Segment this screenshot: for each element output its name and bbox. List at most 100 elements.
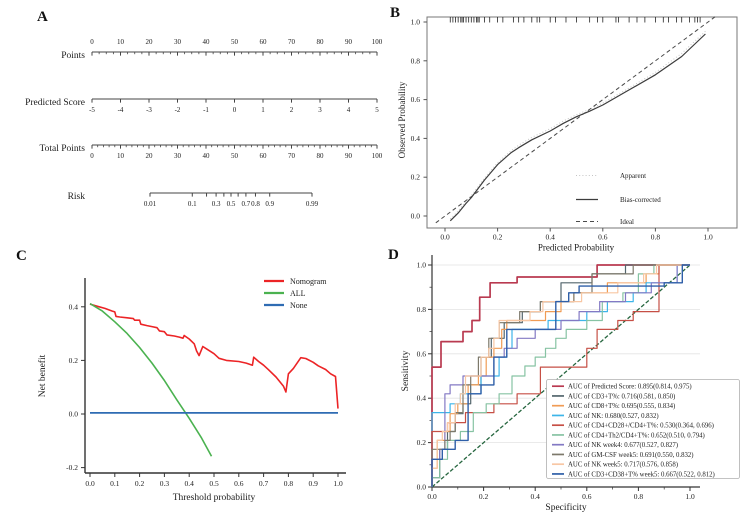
x-tick-label: 0.5: [209, 479, 219, 488]
nomogram-axis-total-points: Total Points 0 10 20 30 40 50 60 70 80 90 100: [39, 144, 382, 160]
y-axis-title: Sensitivity: [401, 350, 411, 391]
y-tick-label: 0.8: [411, 56, 421, 65]
y-tick-label: 1.0: [411, 18, 421, 27]
y-tick-label: 0.2: [411, 173, 421, 182]
panel-c-label: C: [16, 248, 27, 264]
scale-tick-label: 0.8: [251, 200, 260, 208]
scale-tick-label: -3: [146, 106, 152, 114]
y-tick-label: 0.4: [411, 134, 421, 143]
scale-name: Points: [61, 51, 85, 61]
roc-curve-nk-week5: [431, 264, 690, 487]
scale-tick-label: 0.9: [265, 200, 274, 208]
x-axis-title: Specificity: [545, 502, 586, 513]
scale-tick-label: 80: [317, 38, 325, 46]
x-tick-label: 0.0: [427, 492, 437, 501]
scale-tick-label: 80: [317, 152, 325, 160]
legend-label-apparent: Apparent: [620, 172, 646, 180]
scale-name: Predicted Score: [25, 98, 85, 108]
roc-legend-box: [546, 379, 740, 479]
scale-name: Total Points: [39, 144, 85, 154]
x-tick-label: 0.4: [185, 479, 195, 488]
roc-curve-cd3-cd38-t-week5: [431, 264, 690, 487]
calibration-series-bias-corrected: [449, 33, 706, 222]
nomogram-axis-predicted-score: Predicted Score -5 -4 -3 -2 -1 0 1 2 3 4 5: [25, 98, 379, 114]
legend-label-nk-week5: AUC of NK week5: 0.717(0.576, 0.858): [568, 462, 678, 469]
x-tick-label: 1.0: [685, 492, 695, 501]
nomogram-axis-points: Points 0 10 20 30 40 50 60 70 80 90 100: [61, 38, 383, 61]
y-tick-label: 0.6: [411, 95, 421, 104]
calibration-chart: 0.0 0.2 0.4 0.6 0.8 1.0 0.0 0.2 0.4 0.6 0.8 1.0 Pred…: [397, 15, 738, 253]
y-tick-label: 0.0: [417, 483, 427, 492]
scale-tick-label: 20: [146, 38, 154, 46]
scale-tick-label: 20: [146, 152, 154, 160]
scale-name: Risk: [68, 192, 86, 202]
x-tick-label: 0.2: [479, 492, 489, 501]
legend-label-ideal: Ideal: [620, 218, 634, 226]
nomogram-axis-risk: Risk 0.01 0.1 0.3 0.5 0.7 0.8 0.9 0.99: [68, 192, 319, 208]
x-tick-label: 0.0: [440, 233, 450, 242]
scale-tick-label: 100: [372, 152, 383, 160]
legend-label-none: None: [290, 301, 308, 310]
legend-label-predicted-score: AUC of Predicted Score: 0.895(0.814, 0.9…: [568, 384, 692, 391]
y-tick-label: 0.2: [417, 438, 427, 447]
legend-label-nk-week4: AUC of NK week4: 0.677(0.527, 0.827): [568, 442, 678, 449]
dca-chart: 0.0 0.1 0.2 0.3 0.4 0.5 0.6 0.7 0.8 0.9 1.0 -0.2 0.0…: [37, 277, 346, 503]
scale-tick-label: 0: [90, 152, 94, 160]
scale-tick-label: 0.7: [242, 200, 251, 208]
panel-d-label: D: [388, 247, 399, 263]
x-tick-label: 1.0: [703, 233, 713, 242]
legend-label-cd8-t: AUC of CD8+T%: 0.695(0.555, 0.834): [568, 403, 675, 410]
scale-tick-label: 4: [347, 106, 351, 114]
scale-tick-label: 90: [345, 152, 353, 160]
x-tick-label: 0.6: [234, 479, 244, 488]
x-tick-label: 0.0: [85, 479, 95, 488]
x-tick-label: 0.8: [284, 479, 294, 488]
scale-tick-label: 30: [174, 152, 182, 160]
legend-label-cd4-th2-cd4-t: AUC of CD4+Th2/CD4+T%: 0.652(0.510, 0.79…: [568, 432, 705, 439]
scale-tick-label: 90: [345, 38, 353, 46]
scale-tick-label: 60: [260, 152, 268, 160]
scale-tick-label: 70: [288, 38, 296, 46]
scale-tick-label: 0.3: [212, 200, 221, 208]
legend-label-gm-csf-week5: AUC of GM-CSF week5: 0.691(0.550, 0.832): [568, 452, 694, 459]
scale-tick-label: -5: [89, 106, 95, 114]
scale-tick-label: 40: [203, 38, 211, 46]
scale-tick-label: 1: [261, 106, 265, 114]
scale-tick-label: 100: [372, 38, 383, 46]
legend-label-cd4-cd28-cd4-t: AUC of CD4+CD28+/CD4+T%: 0.530(0.364, 0.…: [568, 423, 714, 430]
scale-tick-label: 50: [231, 38, 239, 46]
scale-tick-label: 10: [117, 152, 125, 160]
legend-label-bias-corrected: Bias-corrected: [620, 196, 661, 204]
roc-curve-nk-week4: [431, 264, 690, 487]
scale-tick-label: 70: [288, 152, 296, 160]
dca-series-nomogram: [89, 303, 339, 409]
x-axis-title: Predicted Probability: [538, 243, 615, 253]
plot-frame: [426, 16, 738, 229]
dca-legend: Nomogram ALL None: [264, 277, 327, 310]
scale-tick-label: -4: [118, 106, 124, 114]
scale-tick-label: 0.5: [227, 200, 236, 208]
y-tick-label: 1.0: [417, 261, 427, 270]
legend-label-all: ALL: [290, 289, 306, 298]
y-tick-label: 0.6: [417, 349, 427, 358]
legend-label-cd3-t: AUC of CD3+T%: 0.716(0.581, 0.850): [568, 393, 675, 400]
scale-tick-label: 0: [90, 38, 94, 46]
y-tick-label: 0.4: [417, 394, 427, 403]
scale-tick-label: -2: [175, 106, 181, 114]
x-tick-label: 0.8: [651, 233, 661, 242]
x-tick-label: 0.9: [309, 479, 319, 488]
scale-tick-label: 30: [174, 38, 182, 46]
roc-curve-cd4-cd28-cd4-t: [431, 264, 690, 487]
panel-b-label: B: [390, 5, 401, 21]
x-tick-label: 0.2: [135, 479, 145, 488]
x-tick-label: 0.8: [634, 492, 644, 501]
x-axis-title: Threshold probability: [173, 493, 256, 503]
scale-tick-label: 40: [203, 152, 211, 160]
calibration-legend: Apparent Bias-corrected Ideal: [576, 172, 661, 226]
scale-tick-label: 50: [231, 152, 239, 160]
calibration-series-ideal: [435, 15, 717, 224]
x-tick-label: 0.3: [160, 479, 170, 488]
scale-tick-label: 10: [117, 38, 125, 46]
